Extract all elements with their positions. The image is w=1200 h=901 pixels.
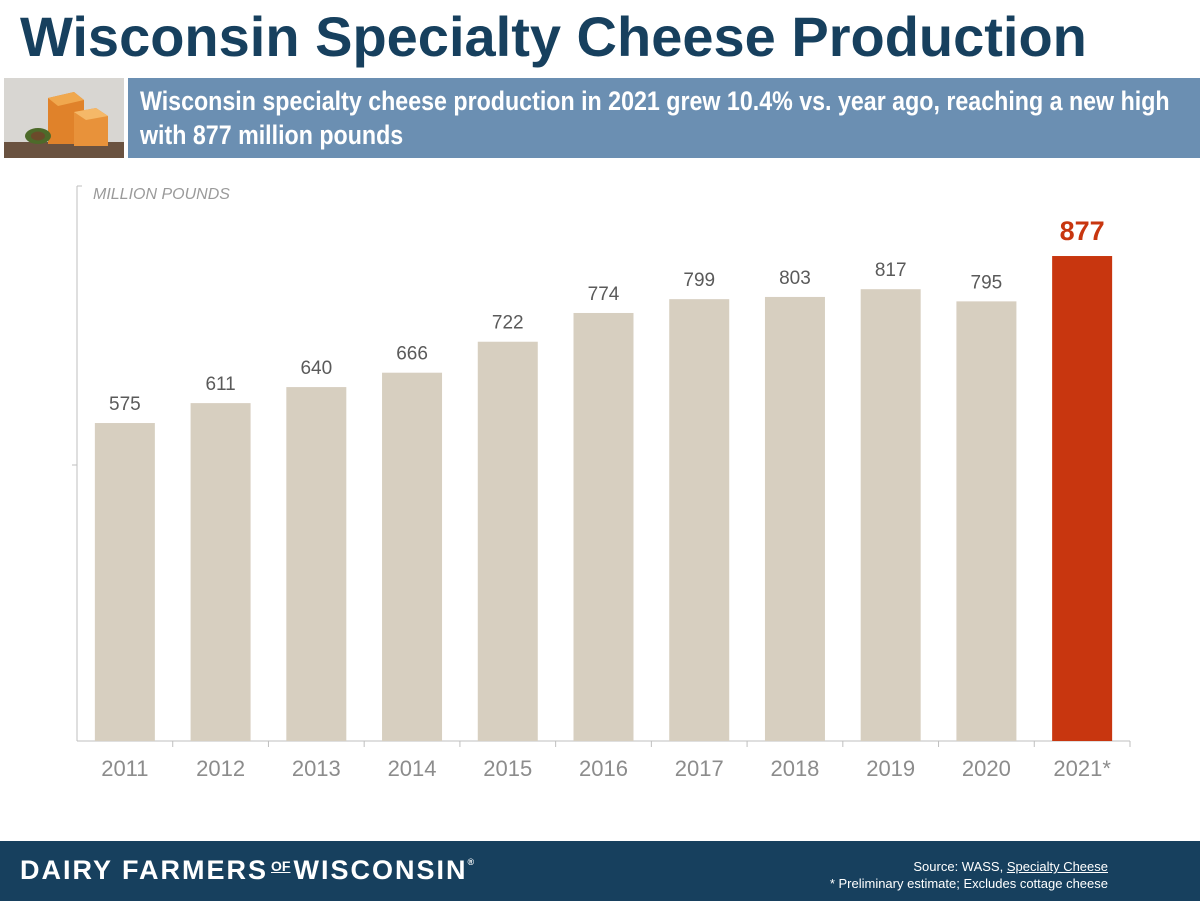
data-label: 722 [492, 313, 524, 334]
cheese-photo [4, 78, 124, 158]
source-link[interactable]: Specialty Cheese [1006, 859, 1108, 874]
data-label: 877 [1060, 216, 1105, 246]
bar [190, 403, 251, 741]
source-line: Source: WASS, Specialty Cheese [830, 858, 1108, 875]
x-tick-label: 2012 [196, 756, 245, 781]
bar [382, 372, 443, 741]
bar [956, 301, 1017, 741]
data-label: 666 [396, 344, 428, 365]
bar [477, 341, 538, 741]
dairy-farmers-logo: DAIRY FARMERS OF WISCONSIN® [20, 855, 474, 886]
headline-text: Wisconsin specialty cheese production in… [140, 86, 1170, 150]
bar [1052, 256, 1113, 741]
data-label: 795 [971, 272, 1003, 293]
headline-banner: Wisconsin specialty cheese production in… [128, 78, 1200, 158]
y-axis-label: MILLION POUNDS [93, 186, 230, 203]
x-tick-label: 2013 [292, 756, 341, 781]
data-label: 611 [205, 374, 235, 395]
data-label: 640 [300, 358, 332, 379]
page-title: Wisconsin Specialty Cheese Production [20, 5, 1087, 68]
x-tick-label: 2014 [388, 756, 437, 781]
x-tick-label: 2015 [483, 756, 532, 781]
source-note: Source: WASS, Specialty Cheese * Prelimi… [830, 858, 1108, 892]
bar [573, 312, 634, 741]
x-tick-label: 2021* [1053, 756, 1111, 781]
bar [860, 289, 921, 741]
bar-chart: MILLION POUNDS 575 2011 611 2012 640 2013 666 20… [72, 185, 1131, 781]
logo-part2: WISCONSIN [293, 855, 468, 885]
data-label: 799 [683, 270, 715, 291]
bar [669, 299, 730, 741]
source-prefix: Source: WASS, [913, 859, 1007, 874]
data-label: 803 [779, 268, 811, 289]
data-label: 817 [875, 260, 907, 281]
bar [94, 423, 155, 741]
logo-part1: DAIRY FARMERS [20, 855, 269, 885]
footer-bar: DAIRY FARMERS OF WISCONSIN® Source: WASS, … [0, 841, 1200, 901]
x-tick-label: 2011 [101, 756, 148, 781]
x-tick-label: 2018 [770, 756, 819, 781]
data-label: 575 [109, 394, 141, 415]
x-tick-label: 2017 [675, 756, 724, 781]
x-tick-label: 2020 [962, 756, 1011, 781]
bar [764, 296, 825, 741]
logo-of: OF [271, 858, 291, 874]
logo-registered-mark: ® [467, 857, 475, 867]
footnote: * Preliminary estimate; Excludes cottage… [829, 876, 1108, 891]
x-tick-label: 2019 [866, 756, 915, 781]
bar [286, 387, 347, 741]
data-label: 774 [588, 284, 620, 305]
x-tick-label: 2016 [579, 756, 628, 781]
